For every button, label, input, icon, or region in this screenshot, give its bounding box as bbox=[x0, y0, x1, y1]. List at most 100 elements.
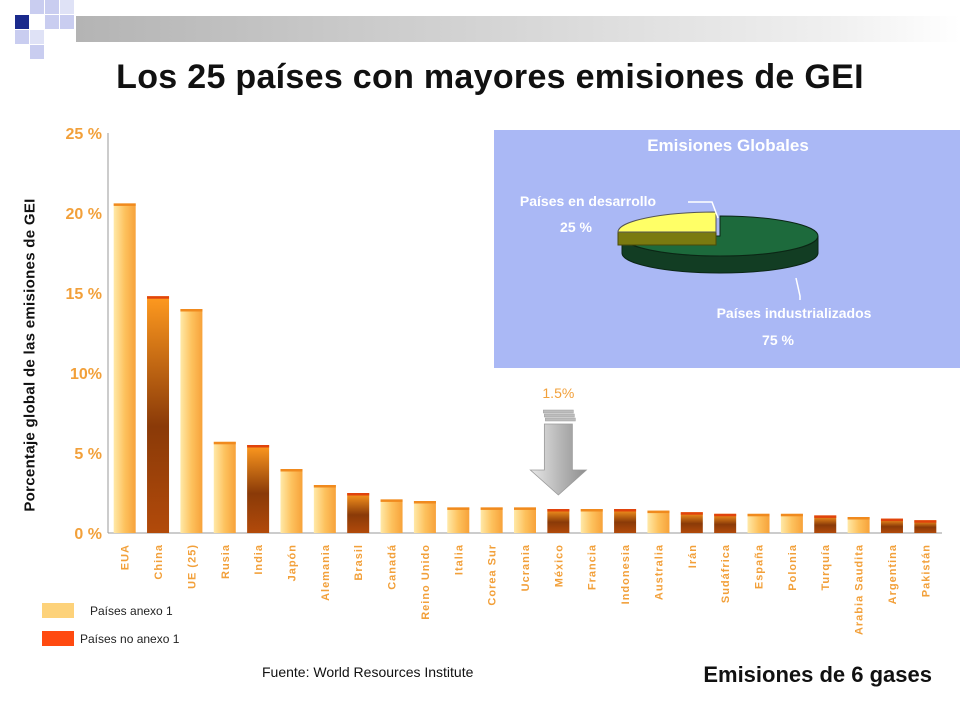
bar-top-edge bbox=[580, 509, 603, 512]
corner-square-light bbox=[15, 30, 29, 44]
bar-top-edge bbox=[213, 441, 236, 445]
bar bbox=[880, 518, 903, 533]
x-tick-label: Polonia bbox=[787, 544, 799, 591]
bar bbox=[847, 517, 870, 533]
bar-top-edge bbox=[380, 499, 403, 502]
bar bbox=[113, 203, 136, 533]
x-tick-label: China bbox=[153, 544, 165, 580]
legend-label-annex1: Países anexo 1 bbox=[90, 604, 173, 618]
corner-square-navy bbox=[15, 15, 29, 29]
x-tick-label: Irán bbox=[687, 544, 699, 568]
title-gradient-bar bbox=[76, 16, 960, 42]
bar bbox=[814, 515, 837, 533]
x-tick-label: UE (25) bbox=[186, 544, 198, 589]
bar-top-edge bbox=[247, 445, 270, 448]
pie-slice-industrialized bbox=[621, 215, 819, 257]
x-tick-label: Turquía bbox=[820, 544, 832, 591]
bar-top-edge bbox=[280, 469, 303, 472]
x-tick-label: Rusia bbox=[220, 544, 232, 579]
pie-title: Emisiones Globales bbox=[647, 136, 809, 155]
x-tick-label: Corea Sur bbox=[487, 544, 499, 606]
arrow-stripe bbox=[545, 417, 576, 422]
legend-swatch-annex1 bbox=[42, 603, 74, 618]
x-tick-label: Pakistán bbox=[920, 544, 932, 597]
bar bbox=[547, 509, 570, 533]
pie-leader-line bbox=[795, 277, 801, 300]
y-tick-label: 20 % bbox=[66, 206, 102, 223]
corner-square-light bbox=[45, 15, 59, 29]
bar bbox=[747, 513, 770, 533]
x-tick-label: Sudáfrica bbox=[720, 544, 732, 603]
bar-top-edge bbox=[647, 510, 670, 514]
down-arrow-icon bbox=[529, 423, 588, 496]
x-tick-label: Alemania bbox=[320, 544, 332, 601]
bar-top-edge bbox=[447, 507, 470, 510]
y-tick-label: 15 % bbox=[66, 286, 102, 303]
bar bbox=[180, 309, 203, 533]
bar-top-edge bbox=[413, 501, 436, 504]
bar-top-edge bbox=[113, 203, 136, 206]
x-tick-label: Brasil bbox=[353, 544, 365, 581]
x-tick-label: Argentina bbox=[887, 544, 899, 604]
y-tick-label: 25 % bbox=[66, 126, 102, 143]
bar bbox=[514, 507, 536, 533]
bar-top-edge bbox=[847, 517, 870, 520]
y-tick-label: 5 % bbox=[74, 446, 102, 463]
bar bbox=[580, 509, 603, 533]
bar-top-edge bbox=[313, 485, 336, 488]
bar bbox=[680, 512, 703, 533]
x-tick-label: EUA bbox=[120, 544, 132, 570]
x-tick-label: Francia bbox=[587, 544, 599, 590]
bar bbox=[313, 485, 336, 533]
pie-value-label: 75 % bbox=[762, 332, 794, 348]
x-tick-label: Reino Unido bbox=[420, 544, 432, 620]
arrow-stripe bbox=[544, 413, 575, 418]
bar bbox=[614, 509, 637, 533]
callout-label: 1.5% bbox=[542, 385, 574, 401]
bar bbox=[914, 520, 937, 533]
bar bbox=[147, 296, 170, 533]
pie-slice-side-developing bbox=[617, 231, 717, 246]
bar-top-edge bbox=[814, 515, 837, 518]
bar bbox=[447, 507, 470, 533]
source-note: Fuente: World Resources Institute bbox=[262, 664, 474, 680]
bar-top-edge bbox=[514, 507, 536, 510]
pie-slice-label: Países industrializados bbox=[717, 305, 872, 321]
bar-top-edge bbox=[547, 509, 570, 512]
bar bbox=[347, 493, 370, 533]
x-tick-label: Ucrania bbox=[520, 544, 532, 591]
page-title: Los 25 países con mayores emisiones de G… bbox=[116, 58, 864, 96]
bar-top-edge bbox=[880, 518, 903, 522]
corner-square-light bbox=[30, 45, 44, 59]
bar bbox=[380, 499, 403, 533]
bar bbox=[413, 501, 436, 533]
corner-square-light bbox=[30, 0, 44, 14]
bar bbox=[213, 441, 236, 533]
bar-top-edge bbox=[680, 512, 703, 515]
x-tick-label: Australia bbox=[653, 544, 665, 600]
y-tick-label: 0 % bbox=[74, 526, 102, 543]
corner-square-light bbox=[60, 15, 74, 29]
corner-square-light bbox=[60, 0, 74, 14]
corner-square-light bbox=[45, 0, 59, 14]
x-tick-label: Japón bbox=[286, 544, 298, 581]
pie-value-label: 25 % bbox=[560, 219, 592, 235]
bar bbox=[280, 469, 303, 533]
bar bbox=[714, 513, 737, 533]
x-tick-label: México bbox=[553, 544, 565, 587]
x-tick-label: España bbox=[754, 544, 766, 589]
bar-top-edge bbox=[347, 493, 370, 496]
legend-label-non-annex1: Países no anexo 1 bbox=[80, 632, 180, 646]
pie-slice-label: Países en desarrollo bbox=[520, 193, 656, 209]
bar-top-edge bbox=[714, 513, 737, 517]
bar bbox=[480, 507, 503, 533]
legend-swatch-non-annex1 bbox=[42, 631, 74, 646]
footer-caption: Emisiones de 6 gases bbox=[703, 662, 932, 687]
corner-square-light bbox=[30, 30, 44, 44]
bar-top-edge bbox=[180, 309, 203, 312]
x-tick-label: Indonesia bbox=[620, 544, 632, 604]
x-tick-label: Arabia Saudita bbox=[854, 544, 866, 635]
x-tick-label: Italia bbox=[453, 544, 465, 575]
pie-slice-developing bbox=[617, 211, 717, 233]
y-tick-label: 10% bbox=[70, 366, 102, 383]
